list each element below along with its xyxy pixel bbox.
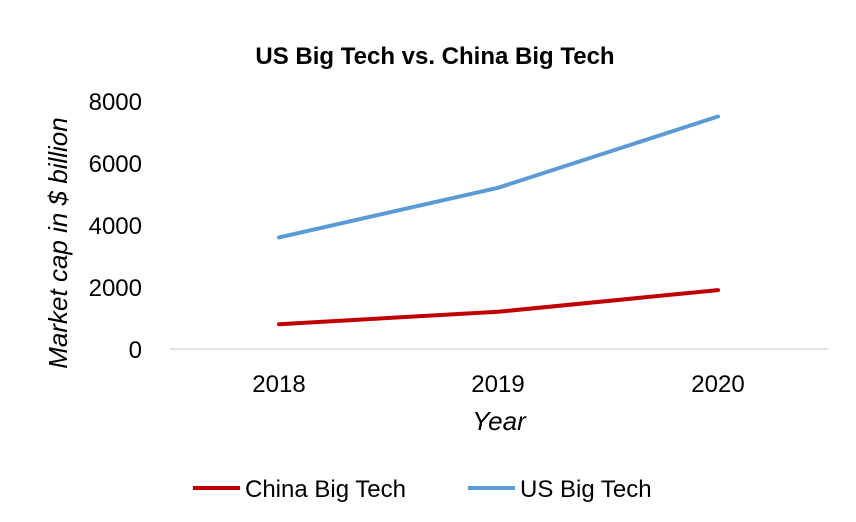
series-lines [277, 114, 720, 327]
series-line-china [277, 288, 720, 327]
series-line-us [277, 114, 720, 240]
legend: China Big Tech US Big Tech [193, 476, 652, 503]
y-tick-label: 8000 [89, 89, 142, 116]
chart-title: US Big Tech vs. China Big Tech [255, 43, 614, 70]
legend-label-us: US Big Tech [520, 476, 652, 503]
x-axis-ticks: 2018 2019 2020 [252, 371, 744, 398]
y-tick-label: 4000 [89, 213, 142, 240]
x-tick-label: 2018 [252, 371, 305, 398]
x-tick-label: 2019 [471, 371, 524, 398]
y-tick-label: 2000 [89, 275, 142, 302]
x-axis-label: Year [472, 406, 527, 436]
y-axis-ticks: 0 2000 4000 6000 8000 [89, 89, 142, 364]
y-axis-label: Market cap in $ billion [43, 117, 73, 368]
y-tick-label: 0 [129, 337, 142, 364]
legend-label-china: China Big Tech [245, 476, 406, 503]
x-tick-label: 2020 [691, 371, 744, 398]
y-tick-label: 6000 [89, 151, 142, 178]
